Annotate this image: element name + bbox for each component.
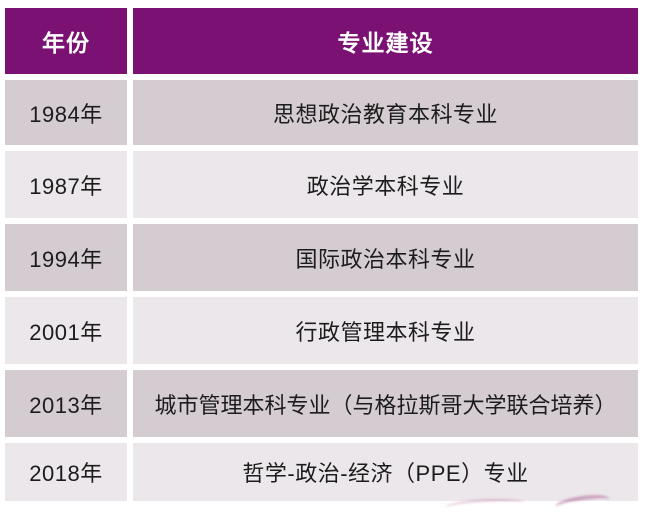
major-construction-table: 年份 专业建设 1984年 思想政治教育本科专业 1987年 政治学本科专业 1… xyxy=(5,8,638,501)
major-cell: 国际政治本科专业 xyxy=(133,224,638,291)
year-cell: 2013年 xyxy=(5,370,127,437)
column-header-year: 年份 xyxy=(5,8,127,74)
year-cell: 2018年 xyxy=(5,443,127,501)
major-cell: 行政管理本科专业 xyxy=(133,297,638,364)
year-cell: 2001年 xyxy=(5,297,127,364)
year-cell: 1984年 xyxy=(5,80,127,145)
major-cell: 思想政治教育本科专业 xyxy=(133,80,638,145)
year-cell: 1987年 xyxy=(5,151,127,218)
major-cell: 哲学-政治-经济（PPE）专业 xyxy=(133,443,638,501)
major-cell: 政治学本科专业 xyxy=(133,151,638,218)
year-cell: 1994年 xyxy=(5,224,127,291)
column-header-major: 专业建设 xyxy=(133,8,638,74)
major-cell: 城市管理本科专业（与格拉斯哥大学联合培养） xyxy=(133,370,638,437)
